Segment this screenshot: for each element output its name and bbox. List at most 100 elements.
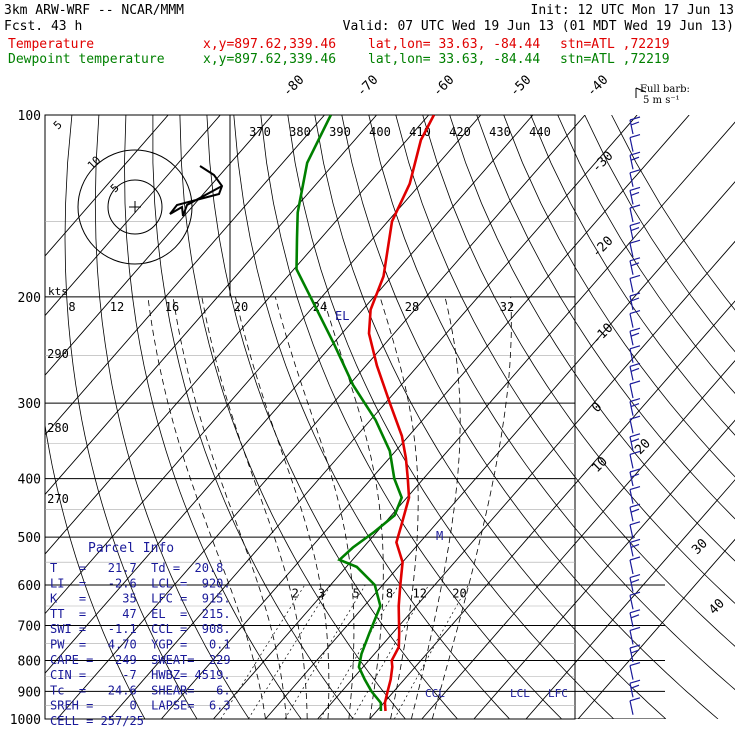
wind-barb-shaft: [629, 119, 634, 135]
isotherm-label: -80: [280, 73, 307, 100]
moist-adiabat: [147, 296, 266, 719]
wind-barb-shaft: [629, 331, 634, 346]
isotherm-line: [265, 181, 735, 719]
wind-barb-half: [630, 438, 640, 443]
isotherm-line: [45, 115, 482, 615]
mixing-ratio-line: [248, 584, 332, 719]
mixing-ratio-line: [351, 584, 430, 719]
wind-barb-flag: [629, 626, 641, 631]
hodograph-ring-label: 5: [108, 181, 122, 195]
isotherm-line: [577, 538, 735, 719]
moist-adiabat: [431, 296, 512, 719]
wind-barb-flag: [629, 486, 641, 491]
isotherm-line: [45, 115, 221, 317]
wind-barb-flag: [629, 433, 641, 438]
wind-barb-flag: [629, 679, 641, 684]
wind-barb-half: [630, 121, 640, 126]
isotherm-label: -40: [584, 73, 611, 100]
wind-barb-shaft: [629, 225, 634, 240]
wind-barb-shaft: [629, 507, 634, 522]
parcel-info-row: CIN = -7 HWBZ= 4519.: [50, 668, 231, 682]
wind-barb-shaft: [629, 542, 634, 557]
temperature-legend: Temperature: [8, 37, 94, 52]
barb-legend-title: Full barb:: [640, 84, 690, 95]
wind-barb-shaft: [629, 612, 634, 627]
wind-barb-half: [630, 297, 640, 302]
wind-barb-flag: [629, 556, 641, 561]
wind-barb-shaft: [629, 207, 634, 223]
isotherm-label: -60: [430, 73, 457, 100]
hodograph-speed-label: 12: [110, 300, 124, 314]
dewpoint-xy: x,y=897.62,339.46: [203, 52, 336, 67]
wind-barb-shaft: [629, 383, 634, 399]
wind-barb-shaft: [629, 295, 634, 311]
m-label: M: [436, 529, 443, 543]
pressure-tick-label: 900: [18, 685, 41, 700]
isotherm-line: [56, 115, 586, 719]
mixing-ratio-label: 12: [413, 587, 427, 601]
wind-barb-flag: [629, 310, 641, 315]
wind-barb-shaft: [629, 260, 634, 275]
pressure-tick-label: 300: [18, 397, 41, 412]
wind-barb-flag: [629, 380, 641, 385]
pressure-tick-label: 800: [18, 654, 41, 669]
wind-barb-shaft: [629, 630, 634, 645]
moist-adiabats: [147, 296, 512, 719]
wind-barb-half: [630, 332, 640, 337]
wind-barb-shaft: [629, 243, 634, 258]
wind-barb-shaft: [629, 366, 634, 381]
parcel-info-row: PW = 4.70 YGP = 0.1: [50, 638, 231, 652]
lfc-label: LFC: [548, 687, 568, 700]
model-title: 3km ARW-WRF -- NCAR/MMM: [4, 3, 184, 18]
wind-barb-flag: [629, 134, 641, 139]
theta-label: 440: [529, 125, 551, 139]
parcel-info-row: CELL = 257/25: [50, 714, 144, 728]
wind-barb-flag: [629, 222, 641, 227]
parcel-info-row: SREH = 0 LAPSE= 6.3: [50, 699, 231, 713]
hodograph-speed-label: 32: [500, 300, 514, 314]
wind-barb-flag: [629, 538, 641, 543]
mixing-ratio-label: 5: [352, 587, 359, 601]
dry-adiabat: [422, 115, 735, 604]
wind-barb-flag: [629, 591, 641, 596]
isotherm-line: [213, 121, 735, 719]
moist-adiabat: [274, 296, 355, 719]
isotherm-label: -70: [354, 73, 381, 100]
dry-adiabat: [94, 115, 250, 719]
isotherm-label: 40: [706, 596, 728, 618]
temperature-xy: x,y=897.62,339.46: [203, 37, 336, 52]
wind-barb-shaft: [629, 471, 634, 487]
wind-barb-shaft: [629, 577, 634, 592]
init-time: Init: 12 UTC Mon 17 Jun 13: [531, 3, 735, 18]
isotherm-line: [160, 115, 690, 719]
wind-barb-shaft: [629, 595, 634, 610]
dry-adiabat: [260, 115, 562, 719]
wind-barb-half: [630, 156, 640, 161]
dry-adiabat: [341, 115, 719, 719]
isotherm-line: [421, 359, 735, 719]
wind-barb-shaft: [629, 683, 634, 698]
wind-barb-flag: [629, 609, 641, 614]
wind-barb-flag: [629, 204, 641, 209]
isotherm-line: [473, 419, 735, 719]
mixing-ratio-line: [284, 584, 366, 719]
isotherm-line: [45, 115, 273, 376]
moist-adiabat: [379, 296, 419, 719]
dry-adiabat: [179, 115, 406, 719]
theta-label: 390: [329, 125, 351, 139]
wind-barb-flag: [629, 362, 641, 367]
dry-adiabat: [64, 115, 198, 719]
isotherm-line: [317, 240, 735, 719]
wind-barbs: [629, 116, 641, 715]
dry-adiabat: [233, 115, 510, 719]
parcel-info-row: CAPE = 249 SWEAT= 229: [50, 653, 231, 667]
moist-adiabat: [235, 296, 330, 719]
dry-adiabat: [152, 115, 354, 719]
wind-barb-flag: [629, 697, 641, 702]
wind-barb-flag: [629, 503, 641, 508]
mixing-ratio-line: [220, 584, 305, 719]
temperature-station: stn=ATL ,72219: [560, 37, 670, 52]
wind-barb-shaft: [629, 700, 634, 715]
isotherm-label: -20: [589, 234, 616, 261]
